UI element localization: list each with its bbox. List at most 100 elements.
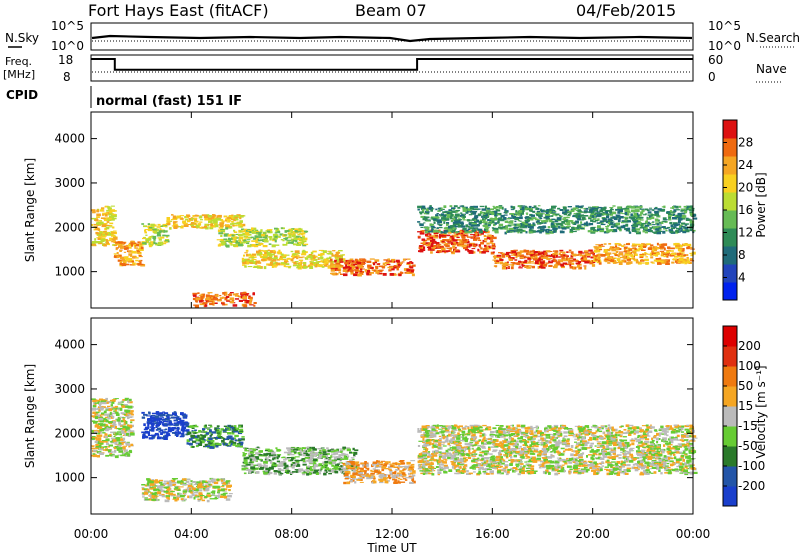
power-cell (231, 214, 234, 216)
velocity-cell (195, 438, 200, 442)
power-cell (618, 251, 624, 253)
velocity-cell (187, 431, 192, 435)
power-cell (623, 243, 626, 246)
power-cell (422, 217, 426, 221)
velocity-cell (287, 452, 292, 455)
power-cell (501, 267, 506, 270)
power-cell (206, 300, 210, 303)
power-cell (259, 242, 264, 245)
power-cell (588, 217, 592, 220)
power-cell (330, 268, 336, 270)
power-cell (633, 216, 636, 219)
power-cell (340, 254, 345, 256)
power-cell (233, 293, 238, 296)
power-cell (386, 263, 391, 266)
power-cell (615, 222, 620, 226)
power-cell (636, 222, 641, 225)
velocity-cell (295, 460, 300, 463)
power-cell (444, 210, 450, 212)
power-cell (288, 234, 292, 237)
power-cell (430, 242, 434, 245)
power-cell (552, 255, 556, 258)
power-cell (443, 221, 446, 224)
power-cell (492, 229, 497, 232)
power-cell (312, 250, 317, 253)
velocity-cell (232, 428, 237, 431)
power-cell (583, 211, 587, 214)
date-title: 04/Feb/2015 (576, 1, 676, 20)
power-cell (219, 297, 223, 299)
power-cell (566, 226, 571, 228)
power-cell (587, 256, 591, 258)
velocity-cell (128, 425, 133, 428)
power-cell (603, 243, 607, 245)
power-cell (628, 216, 634, 219)
power-cell (525, 256, 530, 259)
power-cell (225, 296, 230, 298)
velocity-cell (290, 472, 294, 474)
velocity-cell (141, 431, 146, 434)
power-cell (97, 228, 101, 231)
velocity-cell (115, 427, 120, 430)
velocity-cell (174, 417, 180, 419)
velocity-cell (218, 443, 222, 446)
power-cell (509, 213, 515, 215)
power-cell (283, 234, 288, 236)
power-cbar-label: Power [dB] (754, 172, 768, 237)
power-cell (611, 230, 616, 233)
power-cell (594, 212, 600, 214)
power-cell (604, 257, 609, 259)
power-cell (153, 241, 156, 243)
power-cell (229, 242, 233, 245)
power-cell (197, 292, 200, 294)
power-cell (680, 260, 684, 263)
power-cell (664, 221, 667, 223)
power-cell (213, 295, 216, 297)
power-cell (268, 229, 273, 231)
power-cell (609, 258, 614, 260)
velocity-cell (315, 452, 318, 455)
velocity-cell (232, 441, 237, 445)
velocity-cell (328, 461, 332, 463)
power-cell (650, 216, 655, 220)
power-cell (409, 261, 413, 263)
power-cell (221, 242, 226, 246)
power-cell (520, 211, 524, 215)
velocity-cell (288, 459, 292, 462)
power-cell (308, 264, 312, 266)
power-cell (430, 217, 434, 219)
power-cell (649, 246, 653, 249)
velocity-cell (349, 459, 354, 462)
power-cell (547, 229, 552, 233)
power-cell (393, 265, 397, 267)
power-cell (518, 267, 523, 269)
power-cell (690, 214, 693, 217)
power-cell (121, 258, 126, 262)
power-cell (296, 243, 302, 246)
power-cell (563, 206, 566, 210)
power-cell (107, 206, 111, 208)
velocity-cell (184, 421, 189, 424)
freq-tick-low: 8 (63, 70, 71, 84)
power-cell (651, 247, 657, 249)
power-cell (313, 262, 318, 264)
power-cell (617, 207, 622, 209)
power-cell (482, 218, 485, 220)
velocity-cell (92, 405, 97, 408)
velocity-cell (122, 428, 126, 431)
power-cell (590, 213, 595, 216)
velocity-cell (109, 452, 113, 455)
power-cell (444, 250, 447, 254)
power-cell (672, 217, 677, 220)
power-cell (534, 253, 540, 256)
velocity-cell (95, 429, 101, 433)
power-cell (419, 211, 424, 214)
power-cell (655, 258, 660, 260)
power-cell (597, 218, 600, 221)
power-cell (468, 250, 474, 254)
velocity-cell (127, 434, 131, 437)
velocity-cell (128, 401, 133, 404)
power-cell (147, 237, 152, 241)
power-cell (597, 206, 602, 209)
power-cell (494, 218, 497, 221)
